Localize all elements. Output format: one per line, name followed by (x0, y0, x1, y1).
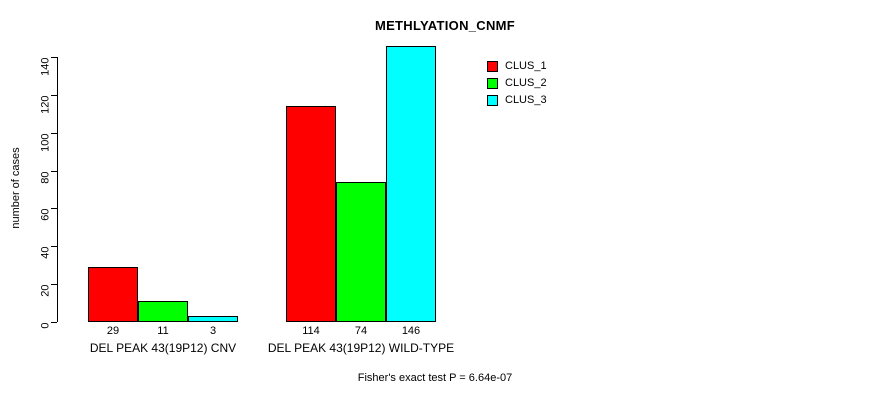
bar-clus_1-group2 (286, 106, 336, 322)
y-axis-tick-label-text: 40 (39, 246, 52, 260)
y-axis-tick-mark (51, 94, 57, 96)
y-axis-tick-label-text: 20 (39, 284, 52, 297)
bar-count-label: 74 (354, 325, 368, 337)
bar-clus_3-group1 (188, 316, 238, 322)
legend-color-swatch (487, 61, 498, 72)
y-axis-tick-label: 140 (4, 52, 52, 76)
legend-item-clus_3: CLUS_3 (487, 92, 547, 109)
bar-count-label: 11 (157, 325, 169, 337)
y-axis-tick-mark (51, 170, 57, 172)
bar-count-label: 3 (209, 325, 217, 337)
bar-clus_2-group1 (138, 301, 188, 322)
y-axis-tick-mark (51, 57, 57, 58)
y-axis-tick-mark (51, 246, 57, 248)
y-axis-tick-mark (51, 284, 57, 286)
group-label: DEL PEAK 43(19P12) WILD-TYPE (267, 341, 455, 355)
y-axis-title: number of cases (10, 147, 22, 229)
y-axis-tick-mark (51, 322, 57, 323)
legend-color-swatch (487, 78, 498, 89)
bar-clus_2-group2 (336, 181, 386, 322)
y-axis-tick-mark (51, 132, 57, 134)
legend-item-label: CLUS_2 (505, 77, 547, 89)
y-axis-tick-label-text: 80 (39, 171, 52, 184)
legend-item-label: CLUS_1 (505, 60, 547, 72)
footer-note: Fisher's exact test P = 6.64e-07 (0, 372, 890, 384)
legend: CLUS_1 CLUS_2 CLUS_3 (487, 58, 547, 109)
group-label: DEL PEAK 43(19P12) CNV (89, 341, 237, 355)
y-axis-tick-label-text: 60 (39, 208, 52, 222)
bar-clus_3-group2 (386, 45, 436, 322)
y-axis-tick-label-text: 140 (39, 57, 52, 76)
bar-count-label: 29 (106, 325, 120, 337)
chart-title: METHLYATION_CNMF (374, 18, 516, 33)
y-axis-line (57, 57, 58, 322)
y-axis-tick-label-text: 100 (39, 133, 52, 152)
bar-count-label: 114 (302, 325, 320, 337)
legend-item-clus_2: CLUS_2 (487, 75, 547, 92)
bar-clus_1-group1 (88, 267, 138, 322)
legend-item-label: CLUS_3 (505, 94, 547, 106)
y-axis-tick-mark (51, 208, 57, 210)
y-axis-tick-label-text: 120 (39, 95, 52, 114)
legend-item-clus_1: CLUS_1 (487, 58, 547, 75)
fisher-test-text: Fisher's exact test P = 6.64e-07 (357, 372, 513, 384)
bar-count-label: 146 (401, 325, 421, 337)
legend-color-swatch (487, 95, 498, 106)
